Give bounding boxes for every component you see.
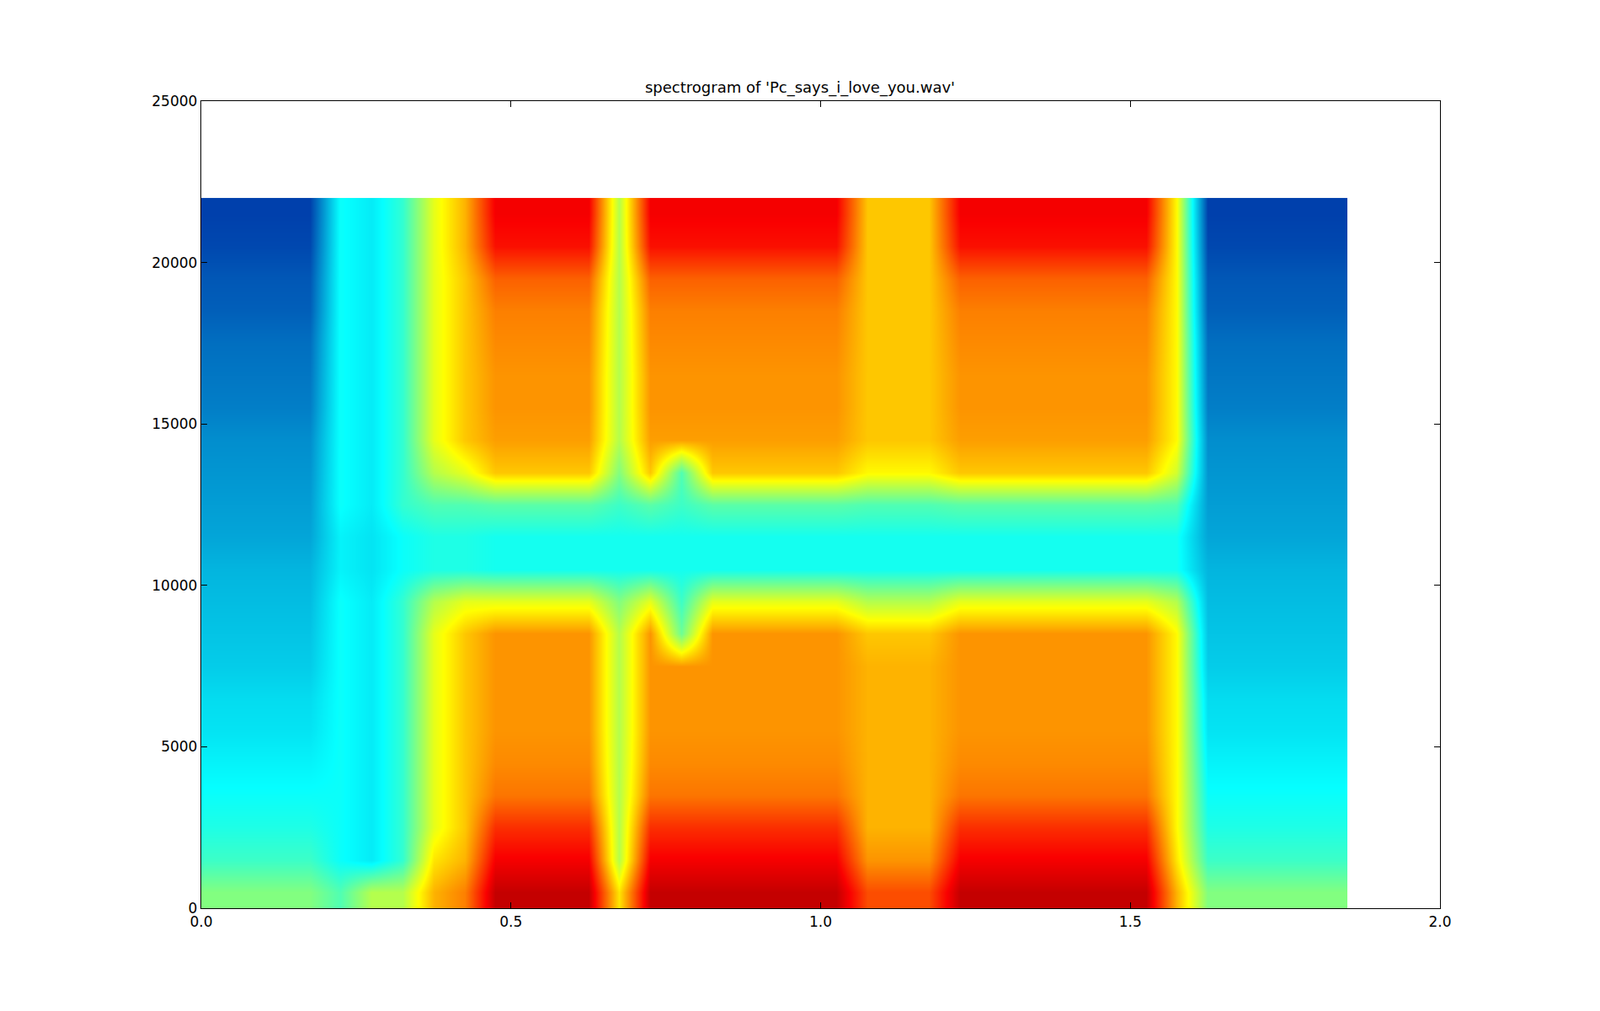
svg-text:1.0: 1.0 <box>809 912 832 930</box>
svg-text:2.0: 2.0 <box>1428 912 1451 930</box>
svg-text:15000: 15000 <box>151 415 198 432</box>
svg-text:0.0: 0.0 <box>189 912 213 930</box>
svg-text:25000: 25000 <box>151 92 198 110</box>
svg-text:20000: 20000 <box>151 254 198 272</box>
svg-text:10000: 10000 <box>151 576 198 594</box>
svg-text:0.5: 0.5 <box>499 912 523 930</box>
svg-text:5000: 5000 <box>160 737 198 755</box>
svg-text:0: 0 <box>188 899 198 917</box>
svg-text:1.5: 1.5 <box>1119 912 1142 930</box>
svg-text:spectrogram of 'Pc_says_i_love: spectrogram of 'Pc_says_i_love_you.wav' <box>645 78 955 97</box>
